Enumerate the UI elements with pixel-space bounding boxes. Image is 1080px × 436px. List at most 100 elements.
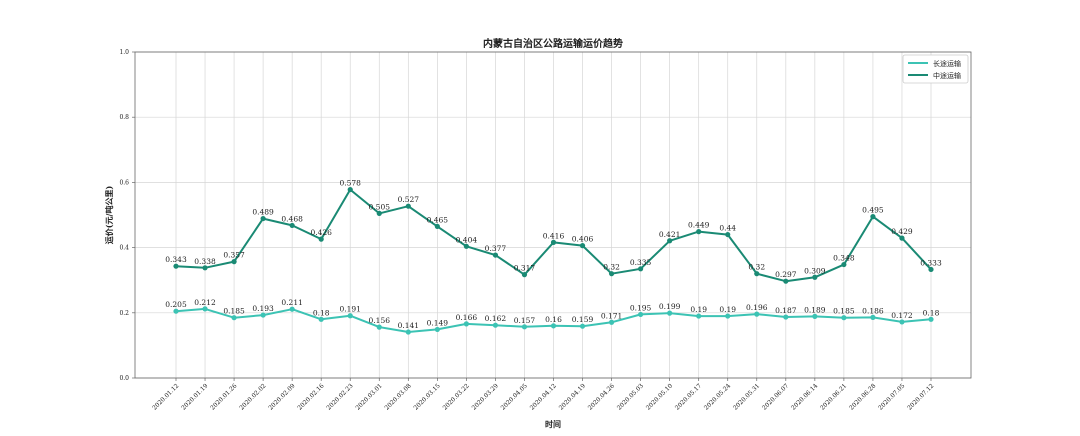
- data-label: 0.159: [572, 315, 594, 324]
- data-label: 0.357: [223, 251, 245, 260]
- data-point: [231, 259, 237, 265]
- data-point: [318, 316, 324, 322]
- data-point: [725, 313, 731, 319]
- data-label: 0.32: [603, 263, 620, 272]
- data-label: 0.429: [891, 227, 913, 236]
- x-tick-label: 2020.06.14: [790, 382, 819, 411]
- data-point: [754, 311, 760, 317]
- data-point: [492, 322, 499, 328]
- y-tick-label: 0.8: [119, 114, 129, 121]
- x-tick-label: 2020.05.17: [674, 382, 703, 411]
- data-label: 0.465: [427, 215, 449, 224]
- x-tick-label: 2020.05.24: [703, 382, 732, 411]
- data-label: 0.489: [252, 208, 274, 217]
- x-tick-label: 2020.04.26: [587, 382, 616, 411]
- data-point: [492, 252, 499, 258]
- data-point: [608, 319, 615, 325]
- chart-title: 内蒙古自治区公路运输运价趋势: [483, 37, 623, 50]
- x-tick-label: 2020.02.09: [267, 382, 296, 411]
- data-label: 0.317: [514, 264, 536, 273]
- data-point: [405, 329, 411, 335]
- data-label: 0.189: [804, 305, 826, 314]
- data-point: [347, 186, 353, 193]
- x-tick-label: 2020.01.12: [151, 382, 180, 411]
- data-point: [667, 238, 673, 244]
- data-label: 0.335: [630, 258, 652, 267]
- legend: 长途运输 中途运输: [902, 54, 969, 84]
- data-label: 0.333: [920, 258, 942, 267]
- data-point: [638, 311, 644, 318]
- x-axis-ticks: 2020.01.12 2020.01.19 2020.01.26 2020.02.02…: [151, 378, 936, 412]
- x-tick-label: 2020.01.19: [180, 382, 209, 411]
- data-label: 0.468: [281, 214, 303, 223]
- data-point: [231, 315, 237, 321]
- data-point: [841, 315, 847, 321]
- legend-label-mid: 中途运输: [933, 71, 961, 80]
- data-point: [667, 310, 673, 316]
- data-point: [521, 324, 528, 330]
- data-label: 0.149: [427, 318, 449, 327]
- data-label: 0.527: [398, 195, 420, 204]
- data-point: [783, 314, 789, 320]
- data-point: [754, 271, 760, 277]
- data-label: 0.19: [719, 305, 736, 314]
- data-point: [841, 261, 847, 268]
- x-tick-label: 2020.04.19: [558, 382, 587, 411]
- data-point: [202, 306, 208, 312]
- data-label: 0.199: [659, 302, 681, 311]
- data-point: [725, 231, 731, 238]
- data-point: [463, 243, 469, 249]
- data-label: 0.205: [165, 300, 187, 309]
- x-tick-label: 2020.07.05: [877, 382, 906, 411]
- x-tick-label: 2020.03.01: [354, 382, 383, 411]
- x-tick-label: 2020.04.05: [500, 382, 529, 411]
- data-label: 0.186: [862, 306, 884, 315]
- y-tick-label: 0.6: [119, 179, 129, 186]
- data-point: [579, 323, 586, 329]
- x-tick-label: 2020.05.31: [732, 382, 761, 411]
- data-point: [870, 214, 876, 220]
- data-label: 0.449: [688, 221, 710, 230]
- y-axis-ticks: 0.0 0.2 0.4 0.6 0.8 1.0: [119, 49, 135, 382]
- data-point: [579, 243, 586, 249]
- data-label: 0.171: [601, 311, 622, 320]
- data-label: 0.348: [833, 254, 855, 263]
- data-label: 0.377: [485, 244, 507, 253]
- y-tick-label: 0.2: [119, 310, 129, 317]
- data-point: [376, 210, 382, 216]
- x-tick-label: 2020.05.03: [616, 382, 645, 411]
- data-label: 0.172: [891, 311, 913, 320]
- data-point: [696, 229, 702, 235]
- data-label: 0.44: [719, 224, 736, 233]
- data-label: 0.191: [339, 305, 360, 314]
- x-tick-label: 2020.03.08: [383, 382, 412, 411]
- data-point: [434, 223, 440, 230]
- data-point: [521, 272, 528, 278]
- x-tick-label: 2020.02.02: [238, 382, 267, 411]
- data-point: [260, 215, 266, 222]
- x-tick-label: 2020.02.23: [325, 382, 354, 411]
- data-label: 0.212: [194, 298, 216, 307]
- data-point: [289, 306, 295, 312]
- x-tick-label: 2020.05.10: [645, 382, 674, 411]
- data-label: 0.195: [630, 303, 652, 312]
- data-point: [318, 236, 324, 242]
- data-point: [202, 265, 208, 271]
- x-tick-label: 2020.06.07: [761, 382, 790, 411]
- x-tick-label: 2020.03.15: [413, 382, 442, 411]
- data-label: 0.505: [369, 202, 391, 211]
- data-label: 0.32: [748, 263, 765, 272]
- data-label: 0.416: [543, 231, 565, 240]
- data-point: [870, 314, 876, 320]
- data-label: 0.426: [310, 228, 332, 237]
- data-label: 0.404: [456, 235, 478, 244]
- data-label: 0.162: [485, 314, 507, 323]
- x-tick-label: 2020.01.26: [209, 382, 238, 411]
- data-point: [783, 278, 789, 284]
- data-point: [928, 266, 934, 273]
- data-label: 0.343: [165, 255, 187, 264]
- data-point: [463, 321, 469, 327]
- data-point: [812, 313, 818, 319]
- legend-label-long: 长途运输: [933, 59, 961, 68]
